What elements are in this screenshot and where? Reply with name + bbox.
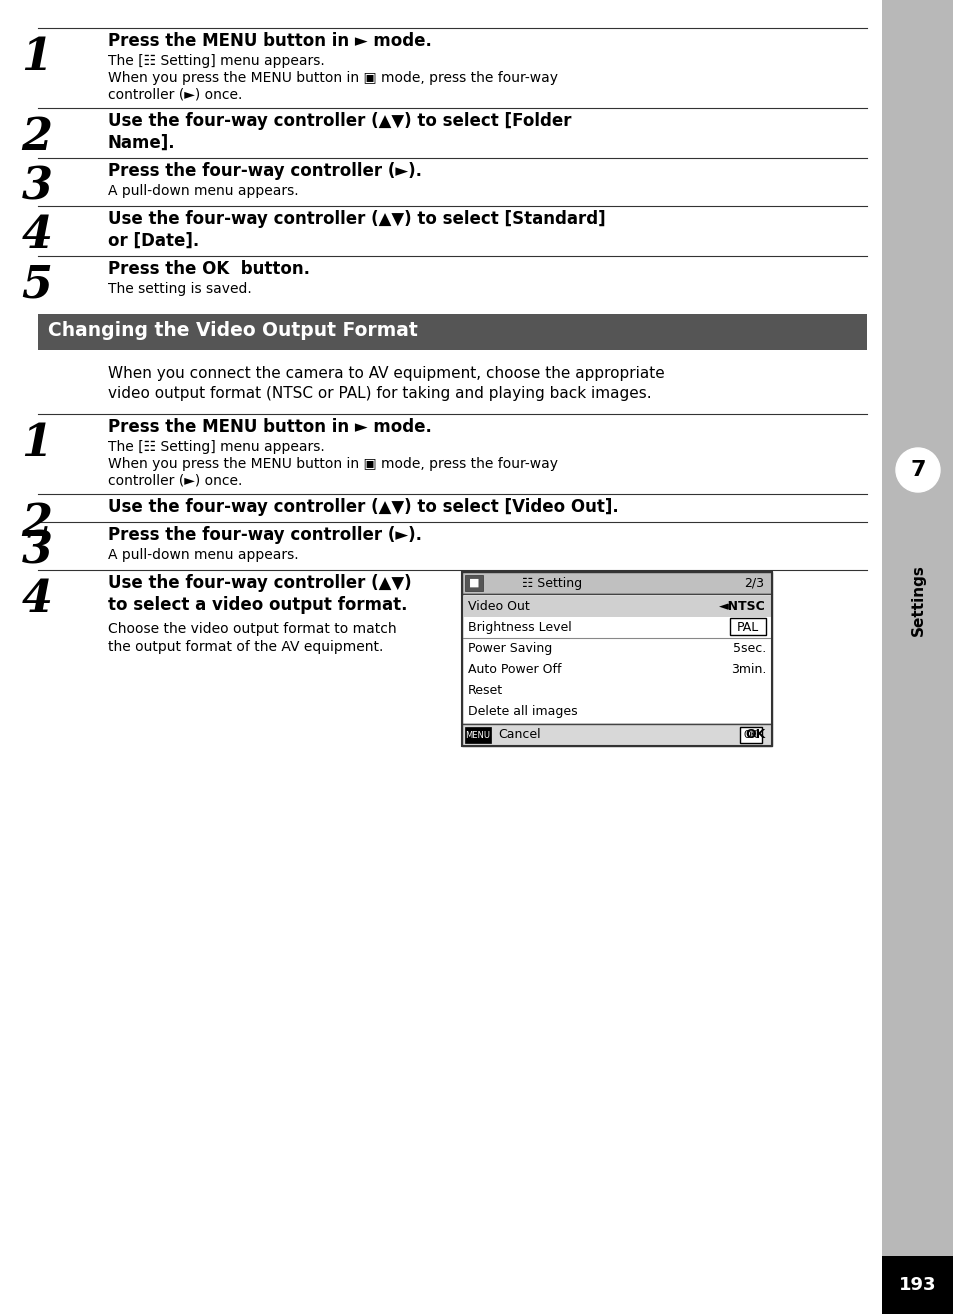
Text: controller (►) once.: controller (►) once. [108,474,242,487]
Text: Use the four-way controller (▲▼) to select [Video Out].: Use the four-way controller (▲▼) to sele… [108,498,618,516]
Text: When you press the MENU button in ▣ mode, press the four-way: When you press the MENU button in ▣ mode… [108,457,558,470]
Text: Press the MENU button in ► mode.: Press the MENU button in ► mode. [108,418,432,436]
Bar [740,727,761,742]
Bar [461,724,771,746]
Text: OK: OK [743,731,758,740]
Text: 193: 193 [899,1276,936,1294]
Bar [461,572,771,594]
Text: controller (►) once.: controller (►) once. [108,88,242,102]
Text: Press the four-way controller (►).: Press the four-way controller (►). [108,162,421,180]
Bar [38,314,866,350]
Text: PAL: PAL [736,622,759,633]
Text: When you press the MENU button in ▣ mode, press the four-way: When you press the MENU button in ▣ mode… [108,71,558,85]
Bar [461,572,771,746]
Text: 3: 3 [22,166,52,209]
Text: Power Saving: Power Saving [468,643,552,654]
Text: Video Out: Video Out [468,600,529,614]
Text: A pull-down menu appears.: A pull-down menu appears. [108,548,298,562]
Text: 3min.: 3min. [730,664,765,675]
Text: 5sec.: 5sec. [732,643,765,654]
Text: Use the four-way controller (▲▼) to select [Folder: Use the four-way controller (▲▼) to sele… [108,112,571,130]
Text: The [☷ Setting] menu appears.: The [☷ Setting] menu appears. [108,54,324,68]
Text: The [☷ Setting] menu appears.: The [☷ Setting] menu appears. [108,440,324,455]
Text: Use the four-way controller (▲▼): Use the four-way controller (▲▼) [108,574,411,593]
Bar [882,1256,953,1314]
Text: Press the four-way controller (►).: Press the four-way controller (►). [108,526,421,544]
Text: to select a video output format.: to select a video output format. [108,597,407,614]
Text: Use the four-way controller (▲▼) to select [Standard]: Use the four-way controller (▲▼) to sele… [108,210,605,229]
Text: ■: ■ [468,578,478,587]
Text: Brightness Level: Brightness Level [468,622,571,633]
Text: 1: 1 [22,422,52,465]
Text: A pull-down menu appears.: A pull-down menu appears. [108,184,298,198]
Text: 5: 5 [22,264,52,307]
Text: 1: 1 [22,35,52,79]
Circle shape [895,448,939,491]
Text: 3: 3 [22,530,52,573]
Text: The setting is saved.: The setting is saved. [108,283,252,296]
Text: Press the OK  button.: Press the OK button. [108,260,310,279]
Bar [461,594,771,724]
Text: 4: 4 [22,578,52,622]
Text: Auto Power Off: Auto Power Off [468,664,561,675]
Text: Delete all images: Delete all images [468,706,577,717]
Bar [464,727,491,742]
Text: ☷ Setting: ☷ Setting [521,577,581,590]
Text: When you connect the camera to AV equipment, choose the appropriate: When you connect the camera to AV equipm… [108,367,664,381]
Text: Press the MENU button in ► mode.: Press the MENU button in ► mode. [108,32,432,50]
Text: 4: 4 [22,214,52,258]
Text: Name].: Name]. [108,134,175,152]
Text: 2/3: 2/3 [743,577,763,590]
Text: 2: 2 [22,502,52,545]
Bar [882,0,953,1314]
Text: ◄NTSC: ◄NTSC [719,600,765,614]
Bar [729,618,765,635]
Text: or [Date].: or [Date]. [108,233,199,250]
Text: Reset: Reset [468,685,502,696]
Text: Settings: Settings [909,564,924,636]
Text: Choose the video output format to match: Choose the video output format to match [108,622,396,636]
Text: Changing the Video Output Format: Changing the Video Output Format [48,321,417,339]
Bar [464,576,482,591]
Text: 2: 2 [22,116,52,159]
Bar [462,597,770,618]
Text: Cancel: Cancel [497,728,540,741]
Text: 7: 7 [909,460,924,480]
Text: OK: OK [745,728,765,741]
Text: the output format of the AV equipment.: the output format of the AV equipment. [108,640,383,654]
Text: video output format (NTSC or PAL) for taking and playing back images.: video output format (NTSC or PAL) for ta… [108,386,651,401]
Text: MENU: MENU [465,731,490,740]
